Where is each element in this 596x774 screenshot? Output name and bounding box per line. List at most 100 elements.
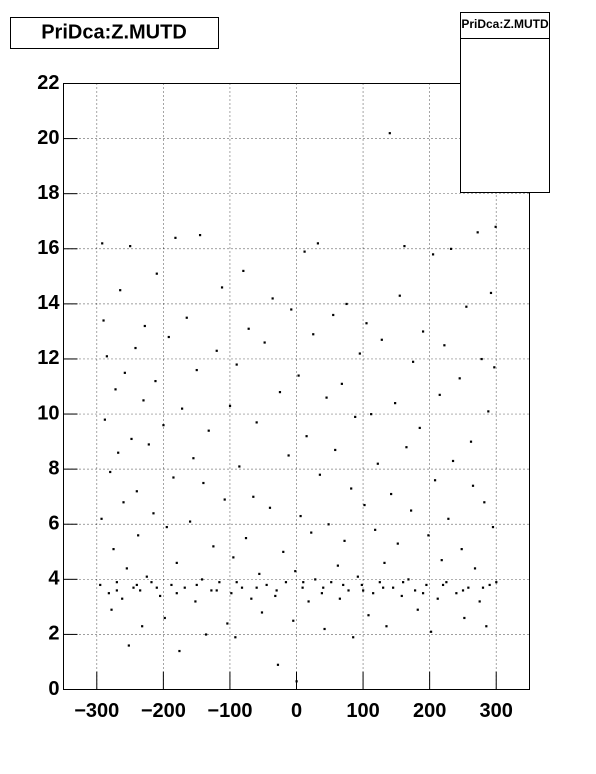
point — [303, 250, 306, 253]
point — [212, 545, 215, 548]
point — [314, 578, 317, 581]
y-tick-label: 16 — [37, 237, 59, 259]
point — [473, 567, 477, 570]
point — [493, 366, 496, 369]
point — [362, 589, 365, 592]
y-tick-label: 2 — [48, 623, 59, 645]
point — [340, 382, 343, 385]
point — [318, 473, 321, 476]
point — [247, 327, 250, 330]
point — [99, 583, 102, 587]
point — [215, 589, 218, 592]
point — [352, 636, 355, 639]
point — [207, 429, 210, 432]
stats-frame — [460, 12, 550, 193]
point — [235, 581, 238, 584]
point — [155, 272, 158, 275]
point — [380, 338, 383, 341]
point — [494, 225, 497, 228]
point — [100, 517, 103, 520]
point — [325, 396, 328, 399]
point — [416, 608, 419, 611]
point — [489, 291, 493, 295]
point — [122, 501, 125, 504]
point — [162, 424, 165, 427]
point — [483, 501, 486, 504]
x-tick-label: 200 — [413, 700, 446, 722]
point — [192, 457, 195, 460]
point — [238, 465, 241, 468]
point — [292, 619, 295, 622]
y-tick-label: 6 — [48, 513, 59, 535]
point — [478, 600, 481, 603]
point — [429, 630, 433, 633]
point — [268, 506, 272, 509]
point — [271, 297, 274, 300]
point — [297, 374, 300, 377]
point — [312, 333, 315, 336]
point — [449, 247, 453, 250]
point — [155, 586, 158, 589]
point — [487, 410, 490, 413]
stats-title: PriDca:Z.MUTD — [461, 17, 549, 31]
point — [141, 625, 144, 628]
point — [185, 316, 188, 319]
point — [400, 594, 403, 598]
point — [410, 509, 413, 512]
point — [265, 583, 268, 587]
point — [174, 236, 177, 239]
point — [278, 391, 282, 394]
point — [367, 614, 370, 617]
point — [235, 363, 238, 366]
point — [101, 242, 104, 245]
point — [115, 581, 118, 584]
point — [392, 586, 395, 589]
point — [465, 305, 468, 308]
point — [458, 377, 461, 380]
point — [194, 600, 197, 603]
point — [107, 592, 110, 595]
point — [178, 649, 181, 653]
point — [129, 245, 132, 248]
point — [301, 586, 304, 589]
point — [320, 592, 323, 595]
point — [299, 514, 302, 518]
point — [202, 481, 205, 485]
point — [418, 426, 421, 430]
point — [445, 581, 448, 584]
y-tick-label: 10 — [37, 402, 59, 424]
y-tick-label: 20 — [37, 127, 59, 149]
point — [345, 302, 348, 306]
point — [402, 581, 405, 584]
point — [287, 454, 290, 457]
point — [188, 520, 192, 523]
point — [365, 322, 368, 325]
plot-frame — [63, 83, 530, 690]
x-tick-label: −200 — [141, 700, 186, 722]
y-tick-label: 14 — [37, 292, 60, 314]
point — [382, 586, 385, 589]
point — [295, 680, 298, 683]
x-tick-label: 100 — [346, 700, 379, 722]
point — [220, 286, 224, 289]
point — [115, 589, 118, 592]
point — [372, 592, 375, 595]
point — [255, 421, 258, 424]
point — [323, 627, 326, 631]
point — [476, 231, 479, 234]
point — [403, 245, 406, 248]
point — [481, 586, 485, 589]
point — [307, 600, 310, 603]
point — [441, 583, 445, 587]
point — [407, 578, 410, 581]
point — [425, 583, 428, 587]
point — [275, 589, 278, 592]
point — [135, 583, 138, 587]
y-tick-label: 4 — [48, 568, 60, 590]
point — [142, 399, 145, 402]
point — [139, 589, 142, 592]
x-tick-label: −100 — [207, 700, 252, 722]
point — [232, 556, 235, 559]
point — [134, 346, 137, 350]
